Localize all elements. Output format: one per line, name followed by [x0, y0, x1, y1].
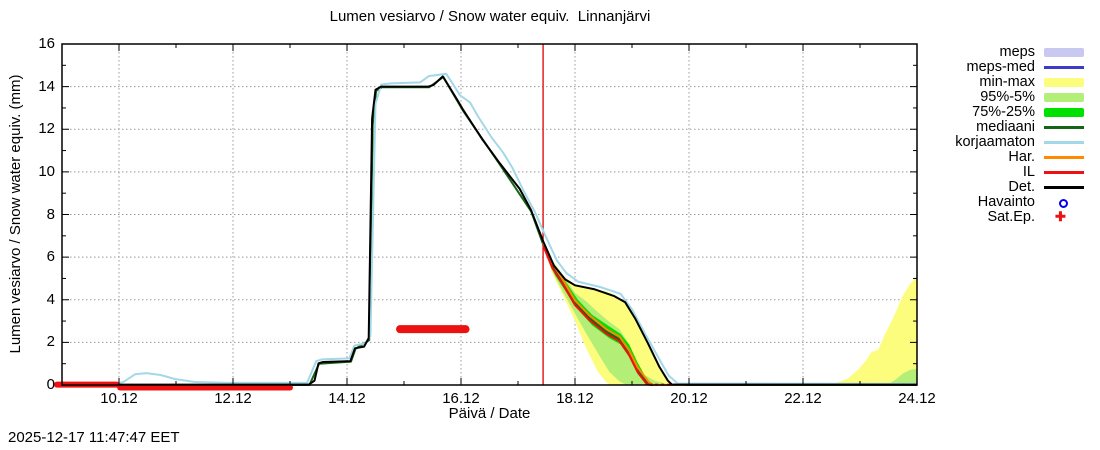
legend-item-95-5-: 95%-5%: [928, 90, 1094, 105]
legend: meps meps-med min-max 95%-5% 75%-25% mediaani…: [928, 45, 1094, 225]
series-IL: [542, 245, 650, 386]
chart-title: Lumen vesiarvo / Snow water equiv. Linna…: [329, 8, 651, 25]
x-axis-title: Päivä / Date: [448, 405, 531, 422]
legend-item-korjaamaton: korjaamaton: [928, 135, 1094, 150]
legend-item-min-max: min-max: [928, 75, 1094, 90]
x-tick-label: 24.12: [898, 390, 936, 407]
y-tick-label: 14: [38, 77, 55, 95]
legend-label: korjaamaton: [955, 134, 1035, 150]
legend-item-il: IL: [928, 165, 1094, 180]
legend-band-swatch: [1043, 105, 1087, 120]
legend-item-det-: Det.: [928, 180, 1094, 195]
legend-line-swatch: [1043, 180, 1087, 195]
y-tick-label: 10: [38, 162, 55, 180]
x-tick-label: 22.12: [784, 390, 822, 407]
legend-band-swatch: [1043, 45, 1087, 60]
legend-band-swatch: [1043, 75, 1087, 90]
legend-label: min-max: [979, 74, 1035, 90]
y-tick-label: 8: [46, 205, 55, 223]
series-Det.: [62, 75, 917, 386]
series-Har.: [542, 242, 685, 386]
x-tick-label: 16.12: [442, 390, 480, 407]
x-tick-label: 20.12: [670, 390, 708, 407]
legend-line-swatch: [1043, 165, 1087, 180]
band-min-max: [543, 240, 917, 385]
legend-label: Det.: [1008, 179, 1035, 195]
legend-label: meps-med: [966, 59, 1036, 75]
x-tick-label: 12.12: [214, 390, 252, 407]
legend-line-swatch: [1043, 150, 1087, 165]
legend-item-sat-ep-: Sat.Ep. ✚: [928, 209, 1094, 225]
legend-label: 95%-5%: [980, 89, 1035, 105]
legend-label: IL: [1022, 164, 1035, 180]
marker-circle-icon: [1043, 195, 1087, 210]
x-tick-label: 18.12: [556, 390, 594, 407]
legend-label: mediaani: [976, 119, 1035, 135]
legend-band-swatch: [1043, 90, 1087, 105]
y-tick-label: 12: [38, 120, 55, 138]
legend-label: meps: [999, 44, 1035, 60]
legend-line-swatch: [1043, 135, 1087, 150]
x-tick-label: 14.12: [328, 390, 366, 407]
legend-item-har-: Har.: [928, 150, 1094, 165]
y-tick-label: 6: [46, 248, 55, 266]
legend-item-mediaani: mediaani: [928, 120, 1094, 135]
marker-plus-icon: ✚: [1055, 209, 1066, 224]
legend-item-75-25-: 75%-25%: [928, 105, 1094, 120]
legend-label: Havainto: [977, 194, 1035, 210]
series-korjaamaton: [62, 72, 918, 385]
y-tick-label: 4: [46, 290, 55, 308]
legend-item-meps-med: meps-med: [928, 60, 1094, 75]
legend-item-havainto: Havainto: [928, 195, 1094, 210]
y-tick-label: 0: [46, 376, 55, 393]
timestamp: 2025-12-17 11:47:47 EET: [8, 429, 180, 446]
x-tick-label: 10.12: [100, 390, 138, 407]
legend-line-swatch: [1043, 120, 1087, 135]
legend-line-swatch: [1043, 60, 1087, 75]
series-mediaani: [62, 76, 917, 386]
legend-label: Sat.Ep.: [987, 209, 1035, 225]
legend-label: 75%-25%: [972, 104, 1035, 120]
legend-item-meps: meps: [928, 45, 1094, 60]
y-tick-label: 16: [38, 35, 55, 52]
y-tick-label: 2: [46, 333, 55, 351]
legend-label: Har.: [1008, 149, 1035, 165]
